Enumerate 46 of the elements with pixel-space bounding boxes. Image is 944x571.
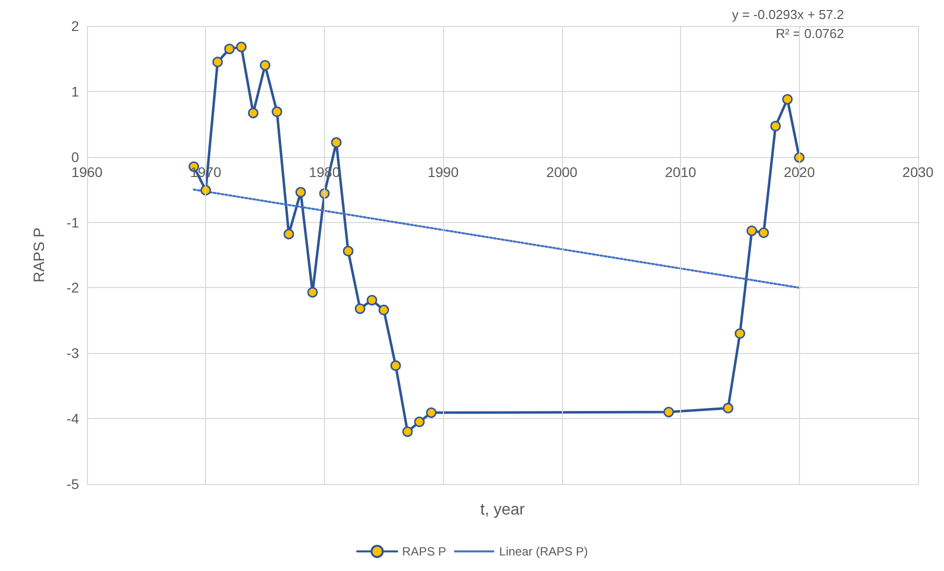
point: [236, 42, 247, 52]
x-tick-label: 2010: [664, 164, 696, 180]
text: y = -0.0293x + 57.2: [732, 7, 844, 22]
point: [758, 228, 769, 238]
x-tick-label: 1960: [71, 164, 103, 180]
point: [746, 226, 758, 236]
y-tick-label: -2: [66, 280, 80, 296]
point: [224, 44, 235, 54]
x-tick-label: 1990: [428, 164, 459, 180]
x-tick-label: 2020: [784, 164, 816, 180]
point: [260, 60, 270, 71]
y-tick-label: -1: [66, 214, 80, 230]
legend-label: RAPS P: [402, 544, 446, 558]
y-tick-label: 1: [71, 83, 80, 100]
point: [663, 406, 674, 418]
y-tick-label: 0: [71, 148, 80, 165]
point: [307, 287, 318, 298]
point: [402, 426, 413, 437]
x-tick-label: 2000: [546, 164, 578, 180]
point: [734, 328, 746, 339]
point: [794, 152, 805, 163]
y-tick-label: -3: [66, 345, 80, 362]
legend-label: Linear (RAPS P): [499, 544, 588, 558]
point: [770, 120, 781, 132]
point: [722, 402, 734, 414]
point: [284, 228, 294, 240]
y-tick-label: 2: [71, 18, 80, 34]
point: [212, 56, 223, 68]
point: [200, 184, 211, 196]
point: [366, 294, 378, 306]
y-tick-label: -4: [66, 410, 80, 427]
point: [342, 246, 354, 256]
point: [248, 108, 258, 118]
point: [426, 407, 437, 418]
x-tick-label: 2030: [902, 164, 934, 180]
point: [414, 416, 425, 428]
point: [354, 303, 366, 314]
point: [295, 186, 306, 198]
x-axis-title: t, year: [480, 502, 526, 518]
point: [272, 106, 282, 117]
y-tick-label: -5: [66, 476, 80, 492]
point: [378, 304, 390, 316]
point: [331, 137, 342, 148]
point: [390, 360, 401, 371]
y-axis-title: RAPS P: [31, 227, 48, 283]
point: [782, 94, 793, 105]
